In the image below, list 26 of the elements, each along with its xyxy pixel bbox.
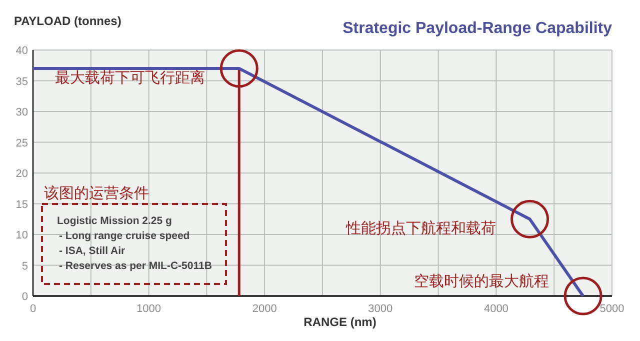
annotation: 性能拐点下航程和载荷 [344,220,496,238]
y-tick-label: 15 [16,198,28,211]
annotation: Logistic Mission 2.25 g [57,215,172,227]
y-axis-title: PAYLOAD (tonnes) [14,14,122,28]
x-tick-label: 5000 [600,303,624,315]
y-tick-label: 0 [22,291,28,303]
x-tick-label: 0 [30,303,36,315]
y-tick-label: 10 [16,230,28,242]
x-tick-label: 1000 [136,303,162,315]
x-tick-label: 2000 [252,303,277,315]
annotation: - Reserves as per MIL-C-5011B [59,260,212,272]
y-tick-label: 30 [16,106,28,118]
annotation: 最大载荷下可飞行距离 [55,69,206,86]
annotation: 该图的运营条件 [44,185,149,202]
y-tick-label: 20 [16,168,28,180]
y-tick-label: 5 [22,260,28,272]
x-tick-label: 3000 [368,303,393,315]
annotation: - ISA, Still Air [59,245,126,257]
y-tick-label: 40 [16,45,28,57]
y-tick-label: 25 [16,137,28,150]
y-tick-label: 35 [16,76,28,88]
annotation: - Long range cruise speed [59,230,190,242]
x-tick-label: 4000 [484,303,508,315]
annotation: 空载时候的最大航程 [414,273,550,290]
chart-title: Strategic Payload-Range Capability [342,20,612,37]
x-axis-title: RANGE (nm) [304,315,376,329]
